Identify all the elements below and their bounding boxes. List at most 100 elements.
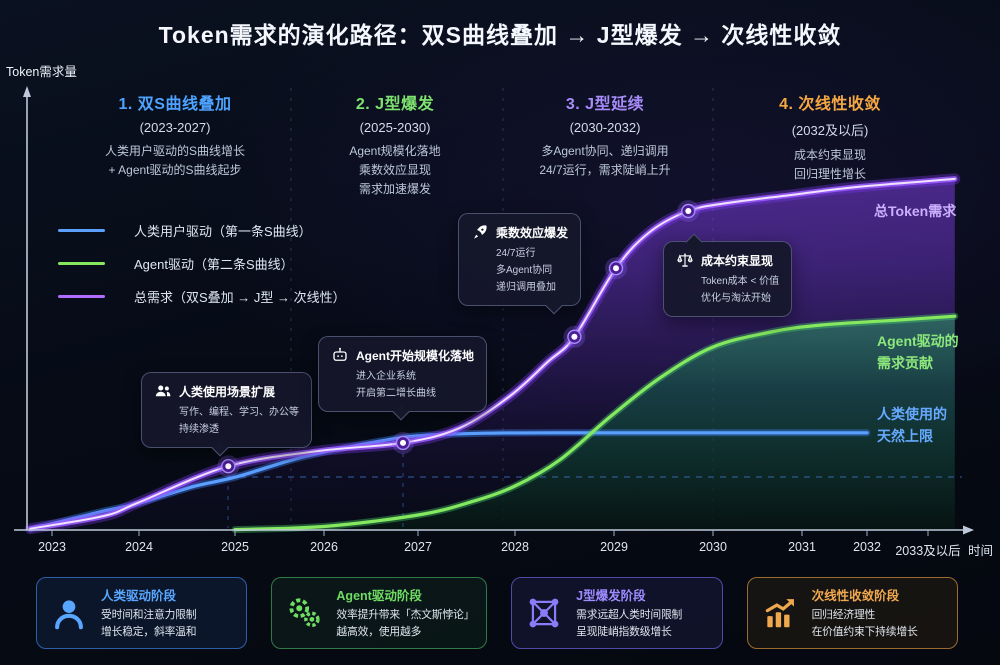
x-axis-label: 2032 <box>853 540 881 554</box>
callout-title-row: 人类使用场景扩展 <box>154 382 299 400</box>
phase-years: (2030-2032) <box>569 120 641 135</box>
x-axis-label: 2030 <box>699 540 727 554</box>
people-icon <box>155 385 171 397</box>
callout-title-row: 乘数效应爆发 <box>471 223 568 241</box>
callout-human-scenarios: 人类使用场景扩展 写作、编程、学习、办公等 持续渗透 <box>141 372 312 456</box>
card-text: 人类驱动阶段 受时间和注意力限制 增长稳定，斜率温和 <box>101 585 197 640</box>
callout-line: 递归调用叠加 <box>496 282 556 293</box>
phase-desc: 人类用户驱动的S曲线增长 + Agent驱动的S曲线起步 <box>104 144 245 178</box>
phase-header-4: 4. 次线性收敛 (2032及以后) 成本约束显现 回归理性增长 <box>722 90 938 184</box>
callout-line: Token成本 < 价值 <box>701 276 780 287</box>
card-text: Agent驱动阶段 效率提升带来「杰文斯悖论」 越高效，使用越多 <box>336 585 474 640</box>
phase-years: (2032及以后) <box>791 123 869 138</box>
x-axis-label: 2028 <box>501 540 529 554</box>
person-icon <box>49 594 89 632</box>
callout-line: 持续渗透 <box>179 424 219 435</box>
x-axis-label: 2025 <box>221 540 249 554</box>
phase-desc: 成本约束显现 回归理性增长 <box>793 148 866 182</box>
phase-years: (2025-2030) <box>359 120 431 135</box>
phase-summary-cards: 人类驱动阶段 受时间和注意力限制 增长稳定，斜率温和 Agent驱动阶段 效率提… <box>36 577 958 649</box>
gears-icon <box>284 594 324 632</box>
callout-title: 成本约束显现 <box>701 253 774 268</box>
human-curve-label: 人类使用的 天然上限 <box>877 406 947 445</box>
card-title: Agent驱动阶段 <box>336 589 422 604</box>
callout-title-row: 成本约束显现 <box>676 251 779 269</box>
callout-line: 进入企业系统 <box>356 371 416 382</box>
callout-title: 人类使用场景扩展 <box>179 384 276 399</box>
card-jcurve-phase: J型爆发阶段 需求远超人类时间限制 呈现陡峭指数级增长 <box>511 577 723 649</box>
card-human-phase: 人类驱动阶段 受时间和注意力限制 增长稳定，斜率温和 <box>36 577 248 649</box>
agent-curve-label: Agent驱动的 需求贡献 <box>877 333 959 372</box>
callout-agent-landing: Agent开始规模化落地 进入企业系统 开启第二增长曲线 <box>318 336 487 420</box>
legend-swatch-agent <box>58 261 105 266</box>
x-axis-ticks <box>51 530 929 536</box>
scales-icon <box>677 253 693 267</box>
card-line: 受时间和注意力限制 <box>101 609 197 622</box>
x-axis-label: 2024 <box>125 540 153 554</box>
callout-multiplier-explosion: 乘数效应爆发 24/7运行 多Agent协同 递归调用叠加 <box>458 213 582 314</box>
x-axis-arrow <box>963 525 974 535</box>
callout-line: 优化与淘汰开始 <box>701 293 771 304</box>
card-agent-phase: Agent驱动阶段 效率提升带来「杰文斯悖论」 越高效，使用越多 <box>271 577 488 649</box>
callout-cost-constraint: 成本约束显现 Token成本 < 价值 优化与淘汰开始 <box>663 233 793 317</box>
axes <box>14 92 963 531</box>
card-text: J型爆发阶段 需求远超人类时间限制 呈现陡峭指数级增长 <box>576 585 682 640</box>
callout-line: 多Agent协同 <box>496 265 553 276</box>
y-axis-label: Token需求量 <box>6 65 77 79</box>
phase-header-2: 2. J型爆发 (2025-2030) Agent规模化落地 乘数效应显现 需求… <box>287 90 503 200</box>
legend-swatch-total <box>58 294 105 299</box>
x-axis-label: 2029 <box>600 540 628 554</box>
x-axis-title: 时间 <box>968 544 994 558</box>
robot-icon <box>333 347 347 361</box>
x-axis-labels: 2023 2024 2025 2026 2027 2028 2029 2030 2031 2032… <box>0 540 1000 560</box>
total-curve-label: 总Token需求 <box>874 203 957 219</box>
phase-title: 4. 次线性收敛 <box>779 96 881 113</box>
phase-title: 2. J型爆发 <box>355 96 435 113</box>
callout-title-row: Agent开始规模化落地 <box>331 346 474 364</box>
x-axis-label: 2023 <box>38 540 66 554</box>
legend-item-total: 总需求（双S叠加 → J型 → 次线性） <box>58 280 346 313</box>
callout-line: 写作、编程、学习、办公等 <box>179 407 299 418</box>
x-axis-label: 2033及以后 <box>895 544 961 558</box>
agent-curve <box>233 314 957 532</box>
network-icon <box>524 594 564 632</box>
card-sublinear-phase: 次线性收敛阶段 回归经济理性 在价值约束下持续增长 <box>746 577 958 649</box>
legend-label: 人类用户驱动（第一条S曲线） <box>134 224 312 239</box>
total-curve <box>29 177 956 530</box>
reference-guides <box>227 443 962 528</box>
card-line: 呈现陡峭指数级增长 <box>576 626 672 638</box>
agent-demand-area <box>235 316 955 530</box>
chart-up-icon <box>760 594 800 632</box>
legend-item-agent: Agent驱动（第二条S曲线） <box>58 247 346 280</box>
callout-line: 开启第二增长曲线 <box>356 388 436 399</box>
rocket-icon <box>474 225 487 239</box>
card-line: 在价值约束下持续增长 <box>811 626 918 638</box>
phase-years: (2023-2027) <box>139 120 211 135</box>
callout-title: 乘数效应爆发 <box>496 225 569 240</box>
x-axis-label: 2026 <box>310 540 338 554</box>
page-title: Token需求的演化路径：双S曲线叠加 → J型爆发 → 次线性收敛 <box>158 22 842 48</box>
legend-item-human: 人类用户驱动（第一条S曲线） <box>58 214 346 247</box>
phase-title: 1. 双S曲线叠加 <box>118 96 232 113</box>
phase-desc: 多Agent协同、递归调用 24/7运行，需求陡峭上升 <box>539 144 671 178</box>
phase-header-3: 3. J型延续 (2030-2032) 多Agent协同、递归调用 24/7运行… <box>497 90 713 180</box>
card-line: 回归经济理性 <box>811 609 876 622</box>
card-line: 效率提升带来「杰文斯悖论」 <box>336 609 475 622</box>
card-title: 次线性收敛阶段 <box>811 589 900 604</box>
legend-label: Agent驱动（第二条S曲线） <box>134 257 294 272</box>
card-title: J型爆发阶段 <box>576 589 646 604</box>
x-axis-label: 2027 <box>404 540 432 554</box>
y-axis-arrow <box>23 86 31 97</box>
card-title: 人类驱动阶段 <box>101 589 177 604</box>
legend-label: 总需求（双S叠加 → J型 → 次线性） <box>134 290 346 305</box>
callout-title: Agent开始规模化落地 <box>356 348 474 363</box>
callout-line: 24/7运行 <box>496 248 536 259</box>
phase-desc: Agent规模化落地 乘数效应显现 需求加速爆发 <box>349 144 441 197</box>
card-line: 越高效，使用越多 <box>336 626 422 638</box>
milestone-markers <box>217 200 700 478</box>
card-line: 增长稳定，斜率温和 <box>101 626 197 638</box>
phase-header-1: 1. 双S曲线叠加 (2023-2027) 人类用户驱动的S曲线增长 + Age… <box>55 90 295 180</box>
phase-title: 3. J型延续 <box>565 96 645 113</box>
legend-swatch-human <box>58 228 105 233</box>
